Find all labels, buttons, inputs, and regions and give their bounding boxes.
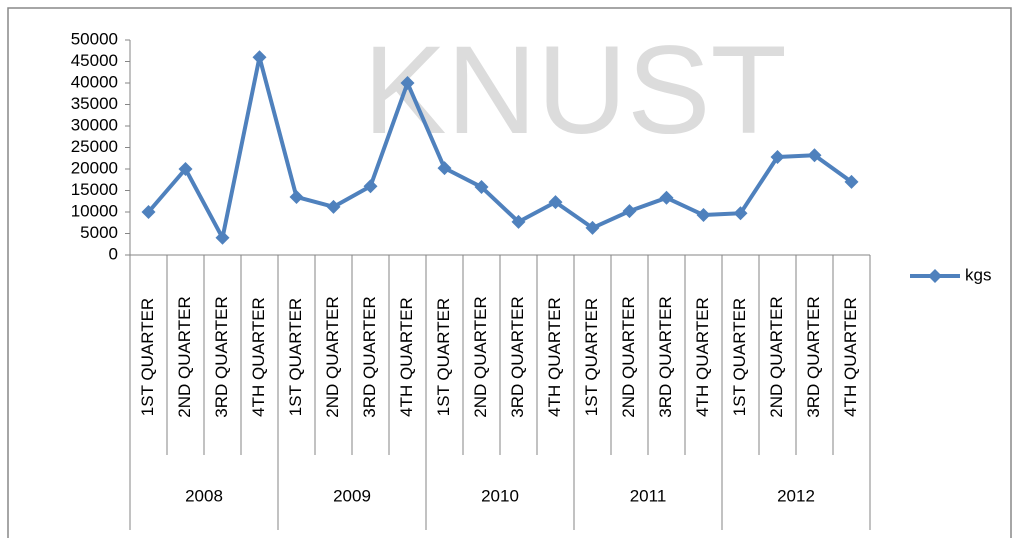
data-point: [474, 180, 489, 195]
x-tick-label: 2ND QUARTER: [175, 296, 194, 418]
x-tick-label: 3RD QUARTER: [804, 296, 823, 418]
x-tick-label: 1ST QUARTER: [434, 298, 453, 416]
y-tick-label: 40000: [71, 72, 118, 91]
data-point: [141, 205, 156, 219]
y-tick-label: 0: [109, 244, 118, 263]
data-point: [252, 50, 267, 65]
data-point: [844, 174, 859, 189]
x-group-label: 2009: [333, 486, 371, 505]
x-tick-label: 3RD QUARTER: [656, 296, 675, 418]
y-tick-label: 35000: [71, 94, 118, 113]
x-tick-label: 1ST QUARTER: [730, 298, 749, 416]
x-tick-label: 1ST QUARTER: [582, 298, 601, 416]
x-group-label: 2012: [777, 486, 815, 505]
x-tick-label: 2ND QUARTER: [619, 296, 638, 418]
x-tick-label: 4TH QUARTER: [693, 297, 712, 417]
data-point: [548, 195, 563, 210]
data-point: [511, 214, 526, 229]
data-point: [363, 179, 378, 194]
x-tick-label: 3RD QUARTER: [212, 296, 231, 418]
x-group-label: 2010: [481, 486, 519, 505]
y-tick-label: 5000: [80, 223, 118, 242]
data-point: [437, 161, 452, 176]
data-point: [215, 230, 230, 245]
x-tick-label: 4TH QUARTER: [249, 297, 268, 417]
x-tick-label: 3RD QUARTER: [360, 296, 379, 418]
y-tick-label: 30000: [71, 115, 118, 134]
x-tick-label: 3RD QUARTER: [508, 296, 527, 418]
y-tick-label: 10000: [71, 201, 118, 220]
y-tick-label: 15000: [71, 180, 118, 199]
data-point: [400, 76, 415, 90]
x-tick-label: 4TH QUARTER: [841, 297, 860, 417]
legend-marker: [928, 269, 942, 283]
data-point: [733, 206, 748, 221]
x-group-label: 2008: [185, 486, 223, 505]
y-tick-label: 20000: [71, 158, 118, 177]
y-tick-label: 45000: [71, 51, 118, 70]
x-tick-label: 2ND QUARTER: [323, 296, 342, 418]
data-point: [289, 189, 304, 204]
data-point: [326, 199, 341, 214]
x-tick-label: 2ND QUARTER: [767, 296, 786, 418]
data-point: [770, 149, 785, 164]
y-tick-label: 25000: [71, 137, 118, 156]
data-point: [807, 148, 822, 163]
x-tick-label: 1ST QUARTER: [286, 298, 305, 416]
x-tick-label: 4TH QUARTER: [545, 297, 564, 417]
data-point: [696, 208, 711, 223]
x-tick-label: 4TH QUARTER: [397, 297, 416, 417]
chart-border: [7, 7, 1012, 538]
data-point: [622, 204, 637, 219]
x-tick-label: 1ST QUARTER: [138, 298, 157, 416]
legend-label: kgs: [965, 265, 991, 284]
data-point: [585, 220, 600, 235]
x-group-label: 2011: [630, 486, 667, 505]
data-point: [659, 190, 674, 205]
x-tick-label: 2ND QUARTER: [471, 296, 490, 418]
y-tick-label: 50000: [71, 29, 118, 48]
watermark: KNUST: [363, 21, 787, 160]
data-point: [178, 162, 193, 176]
